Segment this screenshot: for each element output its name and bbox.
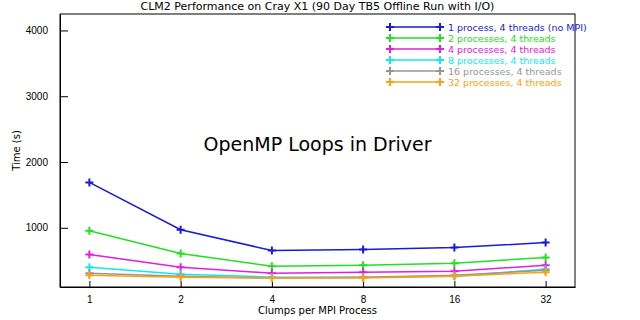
legend-marker [436,34,444,42]
series-group [85,178,549,282]
point-marker [177,226,185,234]
chart-title: CLM2 Performance on Cray X1 (90 Day TB5 … [141,0,495,13]
point-marker [450,259,458,267]
point-marker [359,261,367,269]
point-marker [450,244,458,252]
point-marker [177,272,185,280]
legend-label: 16 processes, 4 threads [448,66,562,77]
series-line [89,272,545,278]
x-tick: 32 [541,281,553,305]
y-tick: 3000 [26,91,68,102]
x-axis: 1 2 4 8 16 32 [61,281,576,305]
point-marker [359,273,367,281]
y-tick-mark [60,228,68,229]
x-tick: 8 [361,281,367,305]
y-axis-line [60,15,61,288]
legend-marker [386,67,394,75]
legend-marker [386,56,394,64]
legend-marker [436,45,444,53]
x-tick-label: 8 [361,294,367,305]
legend-marker [386,45,394,53]
point-marker [85,227,93,235]
x-tick: 2 [178,281,184,305]
background [0,0,640,320]
legend-label: 2 processes, 4 threads [448,33,556,44]
legend-marker [436,23,444,31]
x-tick: 4 [270,281,276,305]
point-marker [85,250,93,258]
x-tick-mark [181,281,182,287]
point-marker [177,249,185,257]
y-tick: 2000 [26,157,68,168]
point-marker [542,268,550,276]
point-marker [450,272,458,280]
point-marker [359,274,367,282]
point-marker [359,246,367,254]
series-line [89,182,545,250]
legend-line [390,81,440,83]
y-tick-mark [60,162,68,163]
y-tick-label: 2000 [26,157,49,168]
x-tick-label: 16 [449,294,461,305]
y-tick: 4000 [26,25,68,36]
point-marker [268,274,276,282]
point-marker [542,253,550,261]
legend-label: 1 process, 4 threads (no MPI) [448,22,587,33]
x-tick-mark [89,281,90,287]
point-marker [177,273,185,281]
y-axis: 1000 2000 3000 4000 [26,15,68,288]
legend-line [390,70,440,72]
x-tick-label: 2 [178,294,184,305]
legend-marker [386,23,394,31]
series-line [89,254,545,273]
point-marker [268,246,276,254]
legend-line [390,59,440,61]
series-line [89,267,545,277]
legend-line [390,48,440,50]
series-line [89,270,545,278]
plot: 1 2 4 8 16 32 1000 2000 3000 4000 [26,14,576,305]
x-tick-label: 32 [541,294,553,305]
point-marker [542,239,550,247]
point-marker [85,178,93,186]
point-marker [268,274,276,282]
point-marker [450,271,458,279]
x-tick-mark [546,281,547,287]
y-tick: 1000 [26,222,68,233]
legend: 1 process, 4 threads (no MPI)2 processes… [386,22,587,88]
legend-line [390,37,440,39]
legend-marker [436,78,444,86]
legend-marker [386,78,394,86]
chart: 1 2 4 8 16 32 1000 2000 3000 4000 CLM2 Performance… [0,0,640,320]
plot-frame [60,14,575,287]
x-tick-label: 4 [270,294,276,305]
y-tick-mark [60,30,68,31]
x-tick-label: 1 [87,294,93,305]
legend-label: 8 processes, 4 threads [448,55,556,66]
annotation: OpenMP Loops in Driver [204,133,432,155]
legend-label: 32 processes, 4 threads [448,77,562,88]
point-marker [450,272,458,280]
y-tick-label: 3000 [26,91,49,102]
x-axis-title: Clumps per MPI Process [258,305,377,316]
legend-line [390,26,440,28]
y-tick-label: 1000 [26,222,49,233]
x-tick: 1 [87,281,93,305]
legend-marker [436,67,444,75]
legend-marker [386,34,394,42]
legend-label: 4 processes, 4 threads [448,44,556,55]
point-marker [268,262,276,270]
point-marker [177,263,185,271]
x-tick-mark [454,281,455,287]
legend-marker [436,56,444,64]
point-marker [268,273,276,281]
y-axis-title: Time (s) [11,130,22,172]
y-tick-label: 4000 [26,25,49,36]
series-line [89,231,545,267]
x-tick: 16 [449,281,461,305]
point-marker [359,273,367,281]
x-axis-line [61,287,576,288]
y-tick-mark [60,96,68,97]
point-marker [85,271,93,279]
